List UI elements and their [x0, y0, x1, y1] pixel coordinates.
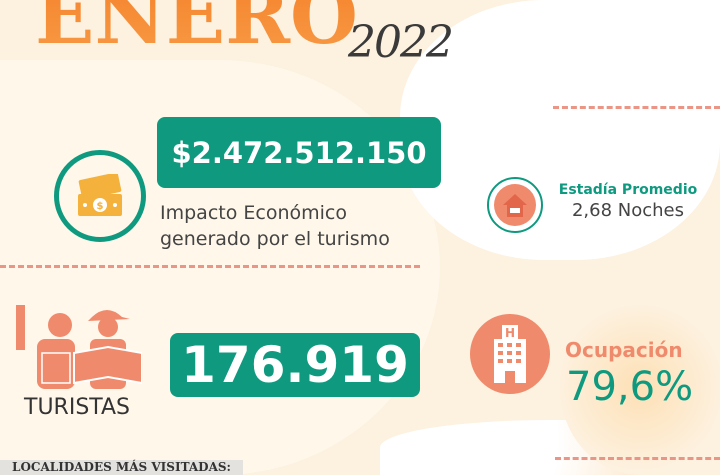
economic-impact-value: $2.472.512.150	[157, 117, 441, 188]
occupancy-value: 79,6%	[566, 364, 694, 410]
tourists-label: TURISTAS	[24, 395, 131, 420]
month-title: ENERO	[35, 0, 358, 62]
most-visited-localities-header: LOCALIDADES MÁS VISITADAS:	[0, 460, 243, 475]
divider	[555, 457, 720, 460]
average-stay-value: 2,68 Noches	[571, 200, 685, 221]
economic-impact-label: Impacto Económico generado por el turism…	[160, 200, 390, 252]
tourists-value: 176.919	[170, 333, 420, 397]
background-blob	[560, 300, 720, 475]
occupancy-title: Ocupación	[565, 338, 683, 362]
average-stay: Estadía Promedio 2,68 Noches	[548, 182, 708, 221]
svg-text:H: H	[505, 326, 515, 340]
label-line: Impacto Económico	[160, 202, 347, 224]
hotel-icon: H	[470, 314, 550, 394]
divider	[0, 265, 420, 268]
label-line: generado por el turismo	[160, 228, 390, 250]
background-blob	[400, 0, 720, 260]
house-bed-icon	[487, 177, 543, 233]
average-stay-title: Estadía Promedio	[558, 182, 698, 198]
svg-text:$: $	[97, 201, 104, 212]
tourists-icon	[12, 303, 143, 397]
divider	[553, 106, 720, 109]
money-icon: $	[54, 150, 146, 242]
year-title: 2022	[348, 17, 454, 68]
